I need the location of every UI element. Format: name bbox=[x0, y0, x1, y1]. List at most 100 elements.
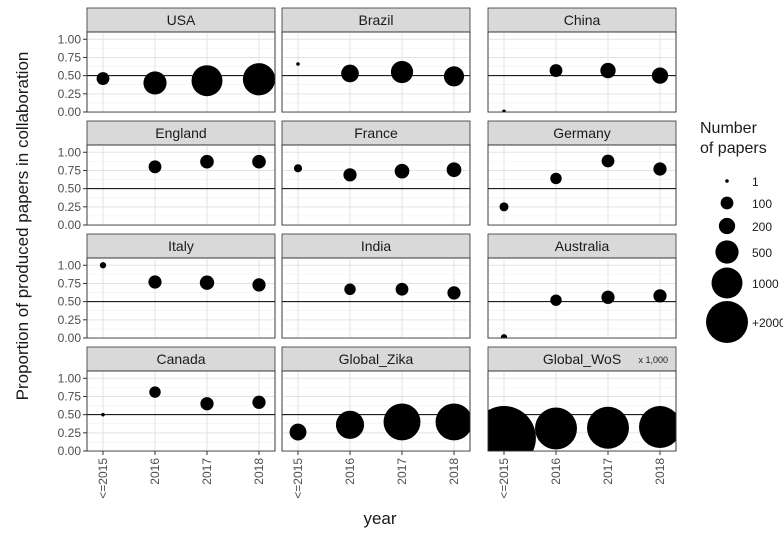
legend-label: 100 bbox=[752, 197, 772, 211]
facet-border bbox=[281, 144, 471, 226]
data-point bbox=[435, 403, 470, 441]
facet-title: Global_WoS bbox=[543, 351, 621, 367]
data-point bbox=[96, 72, 110, 85]
data-point bbox=[601, 154, 615, 168]
y-tick-label: 0.50 bbox=[58, 408, 82, 422]
x-tick-label: 2016 bbox=[148, 458, 162, 485]
facet-panel: France bbox=[281, 120, 471, 226]
facet-plot-area bbox=[86, 257, 276, 339]
facet-panel: India bbox=[281, 233, 471, 339]
y-tick-label: 0.75 bbox=[58, 389, 82, 403]
data-point bbox=[500, 334, 508, 338]
y-tick-label: 0.75 bbox=[58, 50, 82, 64]
legend-title-line2: of papers bbox=[700, 140, 767, 157]
data-point bbox=[550, 294, 562, 306]
data-point bbox=[148, 160, 162, 174]
data-point bbox=[99, 262, 107, 269]
facet-panel: USA 0.00 0.25 0.50 0.75 1.00 bbox=[58, 7, 276, 119]
facet-panel: England 0.00 0.25 0.50 0.75 1.00 bbox=[58, 120, 276, 232]
data-points bbox=[296, 60, 465, 87]
x-tick-label: 2018 bbox=[447, 458, 461, 485]
legend-key bbox=[725, 179, 729, 183]
data-point bbox=[252, 154, 266, 169]
facet-title: China bbox=[564, 12, 601, 28]
data-point bbox=[143, 71, 167, 95]
data-point bbox=[395, 282, 409, 296]
facet-border bbox=[487, 370, 677, 452]
facet-border bbox=[86, 257, 276, 339]
data-point bbox=[587, 406, 629, 449]
y-tick-label: 0.50 bbox=[58, 295, 82, 309]
facet-panel: China bbox=[487, 7, 677, 113]
data-points bbox=[500, 289, 667, 338]
facet-panel: Brazil bbox=[281, 7, 471, 113]
data-points bbox=[488, 406, 676, 451]
legend-key bbox=[720, 196, 734, 210]
y-tick-label: 0.75 bbox=[58, 276, 82, 290]
facet-panel: Canada 0.00 0.25 0.50 0.75 1.00 <=2015 2016 2017… bbox=[58, 346, 276, 499]
y-tick-label: 0.50 bbox=[58, 69, 82, 83]
facet-note: x 1,000 bbox=[638, 355, 668, 365]
x-tick-label: 2017 bbox=[200, 458, 214, 485]
y-tick-label: 0.00 bbox=[58, 444, 82, 458]
legend-label: 1000 bbox=[752, 277, 779, 291]
y-tick-label: 1.00 bbox=[58, 32, 82, 46]
facet-panel: Global_Zika <=2015 2016 2017 2018 bbox=[281, 346, 471, 499]
facet-title: USA bbox=[167, 12, 196, 28]
facet-panel: Italy 0.00 0.25 0.50 0.75 1.00 bbox=[58, 233, 276, 345]
x-tick-label: <=2015 bbox=[291, 458, 305, 499]
data-points bbox=[502, 62, 669, 112]
data-point bbox=[242, 63, 275, 96]
facet-strip bbox=[487, 346, 677, 372]
data-points bbox=[499, 154, 667, 212]
data-points bbox=[99, 262, 266, 292]
data-points bbox=[293, 162, 462, 182]
facet-panel: Australia bbox=[487, 233, 677, 339]
data-point bbox=[653, 162, 667, 176]
facet-border bbox=[487, 31, 677, 113]
y-tick-label: 0.25 bbox=[58, 313, 82, 327]
data-point bbox=[535, 407, 577, 450]
facet-plot-area bbox=[86, 31, 276, 113]
data-points bbox=[148, 154, 266, 174]
data-point bbox=[148, 275, 162, 289]
facet-plot-area bbox=[281, 31, 471, 113]
data-point bbox=[601, 290, 615, 304]
facet-title: India bbox=[361, 238, 392, 254]
facet-border bbox=[281, 257, 471, 339]
data-point bbox=[600, 62, 616, 79]
data-points bbox=[96, 63, 275, 97]
data-point bbox=[343, 168, 357, 182]
data-points bbox=[344, 282, 461, 300]
y-tick-label: 0.00 bbox=[58, 105, 82, 119]
data-point bbox=[296, 62, 300, 66]
facet-plot-area bbox=[281, 370, 471, 452]
facet-strip bbox=[281, 120, 471, 146]
x-tick-label: 2017 bbox=[601, 458, 615, 485]
y-tick-label: 0.50 bbox=[58, 182, 82, 196]
facet-panel: Global_WoS x 1,000 <=2015 2016 2017 2018 bbox=[487, 346, 677, 499]
data-point bbox=[344, 283, 356, 295]
data-point bbox=[191, 65, 223, 97]
data-point bbox=[252, 278, 266, 292]
facet-strip bbox=[86, 7, 276, 33]
legend-label: 200 bbox=[752, 220, 772, 234]
data-point bbox=[443, 66, 465, 87]
y-tick-label: 0.25 bbox=[58, 87, 82, 101]
data-point bbox=[488, 406, 536, 451]
data-point bbox=[293, 164, 303, 173]
data-point bbox=[653, 289, 667, 303]
x-axis-label: year bbox=[363, 509, 396, 528]
facet-strip bbox=[487, 233, 677, 259]
data-point bbox=[447, 286, 461, 300]
data-point bbox=[200, 397, 214, 411]
facet-border bbox=[487, 257, 677, 339]
facet-strip bbox=[86, 346, 276, 372]
legend-key bbox=[715, 240, 739, 264]
data-point bbox=[252, 395, 266, 409]
facet-plot-area bbox=[281, 257, 471, 339]
facet-title: France bbox=[354, 125, 398, 141]
y-tick-label: 0.25 bbox=[58, 426, 82, 440]
data-points bbox=[101, 386, 266, 417]
